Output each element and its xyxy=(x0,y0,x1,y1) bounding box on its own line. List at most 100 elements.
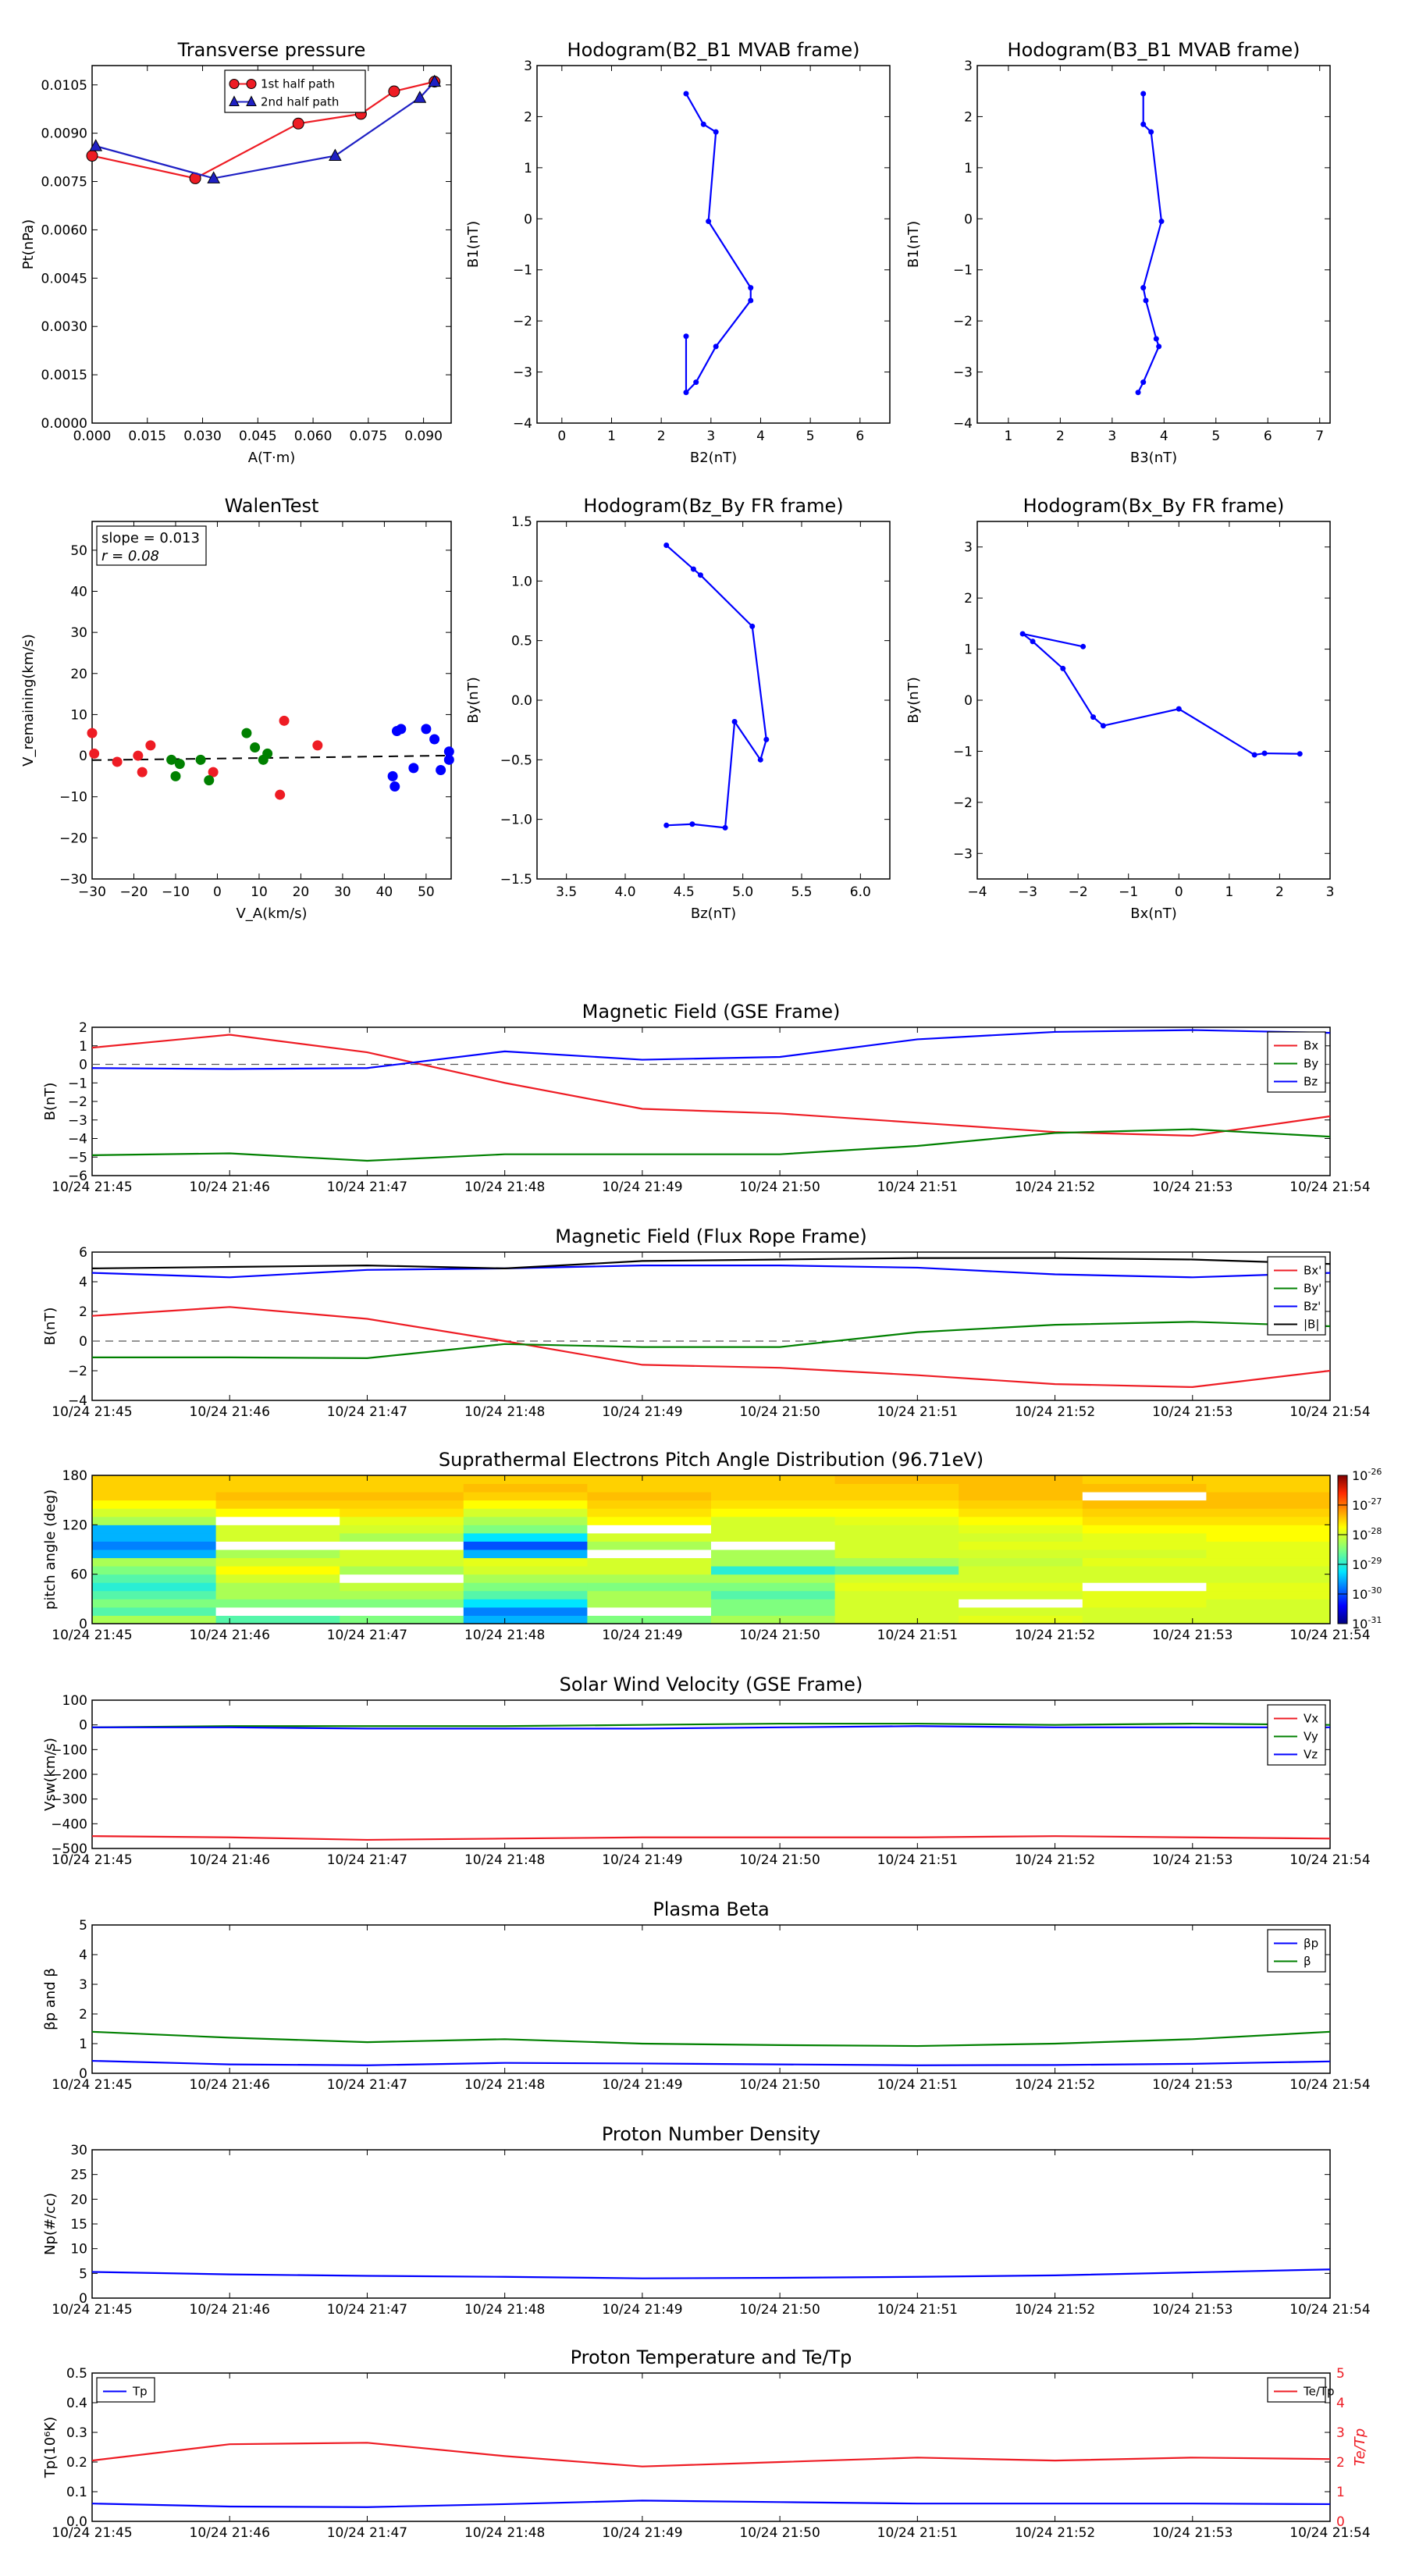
data-point xyxy=(693,379,699,386)
fit-line xyxy=(91,754,452,761)
data-point xyxy=(763,736,770,742)
chart-title: Proton Temperature and Te/Tp xyxy=(571,2347,852,2368)
x-tick-label: 10/24 21:49 xyxy=(602,1628,682,1643)
annotation-r: r = 0.08 xyxy=(101,548,159,564)
y-tick-label: 10 xyxy=(70,707,87,723)
heatmap-cell xyxy=(711,1541,836,1550)
panel-h4: Hodogram(Bx_By FR frame) −3 −2 −1 0 1 2 3 −4 −3 −2… xyxy=(905,495,1334,922)
scatter-point xyxy=(208,767,219,777)
heatmap-cell xyxy=(1206,1599,1331,1608)
y-tick-label: 0.2 xyxy=(66,2455,87,2471)
y-axis-label: Np(#/cc) xyxy=(42,2193,59,2255)
x-tick-label: 10/24 21:53 xyxy=(1152,2077,1232,2093)
y-tick-label: −10 xyxy=(59,790,87,806)
heatmap-cell xyxy=(834,1475,959,1485)
series-line-bx xyxy=(91,1306,1331,1389)
y-tick-label: 4 xyxy=(79,1275,87,1290)
scatter-point xyxy=(241,728,252,738)
y-tick-label: −3 xyxy=(513,365,532,381)
heatmap-cell xyxy=(834,1599,959,1608)
heatmap-cell xyxy=(463,1566,588,1575)
y-axis-label: By(nT) xyxy=(905,677,922,723)
data-point xyxy=(1297,751,1303,757)
heatmap-cell xyxy=(711,1557,836,1567)
heatmap-cell xyxy=(959,1615,1083,1624)
heatmap-cell xyxy=(587,1516,712,1525)
heatmap-cell xyxy=(834,1541,959,1550)
heatmap-cell xyxy=(587,1599,712,1608)
heatmap-cell xyxy=(1082,1532,1207,1542)
heatmap-cell xyxy=(587,1541,712,1550)
data-point xyxy=(749,623,756,629)
x-tick-label: 10/24 21:51 xyxy=(877,1404,958,1420)
data-point xyxy=(700,121,706,127)
panel-vsw: Solar Wind Velocity (GSE Frame) −500 −400 −… xyxy=(42,1674,1371,1868)
heatmap-cell xyxy=(1206,1615,1331,1624)
legend-label: 2nd half path xyxy=(261,95,339,109)
x-tick-label: 10/24 21:52 xyxy=(1015,1404,1095,1420)
y-tick-label: 0.0 xyxy=(66,2514,87,2530)
heatmap-cell xyxy=(587,1532,712,1542)
heatmap-cell xyxy=(834,1516,959,1525)
y-tick-label: −4 xyxy=(513,416,532,432)
x-tick-label: 10/24 21:48 xyxy=(464,1852,545,1868)
x-tick-label: 40 xyxy=(376,884,393,900)
legend-marker xyxy=(246,79,257,89)
heatmap-cell xyxy=(959,1492,1083,1501)
y-tick-label: −2 xyxy=(68,1364,87,1379)
series-line-0 xyxy=(685,93,752,395)
data-point xyxy=(1100,723,1106,729)
data-point xyxy=(663,543,670,549)
panel-tp: Transverse pressure 0.0000 0.0015 0.0030 0.0… xyxy=(20,39,452,466)
heatmap-cell xyxy=(1206,1606,1331,1616)
x-tick-label: 3.5 xyxy=(556,884,577,900)
heatmap-cell xyxy=(711,1500,836,1509)
x-tick-label: 0 xyxy=(1175,884,1183,900)
series-line-vx xyxy=(91,1835,1331,1841)
panel-mag_gse: Magnetic Field (GSE Frame) −6 −5 −4 −3 −2 −1 0 1… xyxy=(42,1001,1371,1195)
y-axis-label: B1(nT) xyxy=(905,221,922,268)
heatmap-cell xyxy=(1082,1508,1207,1517)
y-tick-label: 0 xyxy=(79,2066,87,2082)
chart-title: Suprathermal Electrons Pitch Angle Distr… xyxy=(439,1449,984,1471)
heatmap-cell xyxy=(340,1500,464,1509)
panel-h2: Hodogram(B3_B1 MVAB frame) −4 −3 −2 −1 0 1 2 3 1 2… xyxy=(905,39,1331,466)
scatter-point xyxy=(312,740,323,751)
heatmap-cell xyxy=(1206,1590,1331,1599)
colorbar-label: 10-29 xyxy=(1352,1556,1382,1572)
y-axis-label: βp and β xyxy=(42,1968,59,2030)
y-tick-label: 0 xyxy=(79,1334,87,1350)
panel-np: Proton Number Density 0 5 10 15 20 25 30 10/24 2… xyxy=(42,2123,1371,2318)
x-tick-label: 10/24 21:46 xyxy=(190,1179,270,1195)
heatmap-cell xyxy=(92,1615,217,1624)
heatmap-cell xyxy=(215,1557,340,1567)
heatmap-cell xyxy=(1206,1541,1331,1550)
x-tick-label: 10/24 21:50 xyxy=(739,1179,820,1195)
scatter-point xyxy=(421,724,432,735)
heatmap-cell xyxy=(92,1599,217,1608)
x-tick-label: 10/24 21:53 xyxy=(1152,2525,1232,2541)
x-tick-label: −1 xyxy=(1119,884,1138,900)
x-tick-label: 0 xyxy=(557,429,566,444)
scatter-point xyxy=(195,754,206,765)
x-tick-label: 10/24 21:45 xyxy=(52,1628,132,1643)
scatter-point xyxy=(133,750,144,761)
x-tick-label: 10/24 21:46 xyxy=(190,2302,270,2318)
heatmap-cell xyxy=(92,1532,217,1542)
x-tick-label: 0.030 xyxy=(183,429,222,444)
panel-mag_fr: Magnetic Field (Flux Rope Frame) −4 −2 0 2 4 6… xyxy=(42,1226,1371,1420)
chart-title: Solar Wind Velocity (GSE Frame) xyxy=(560,1674,863,1695)
y-tick-label: −3 xyxy=(68,1113,87,1129)
x-tick-label: 10/24 21:53 xyxy=(1152,1179,1232,1195)
legend-label: β xyxy=(1304,1955,1311,1969)
data-point xyxy=(1060,665,1066,671)
heatmap-cell xyxy=(711,1550,836,1559)
heatmap-cell xyxy=(463,1475,588,1485)
heatmap-cell xyxy=(215,1483,340,1493)
series-line-by xyxy=(91,1128,1331,1162)
annotation-slope: slope = 0.013 xyxy=(101,530,200,546)
x-tick-label: 0.015 xyxy=(128,429,166,444)
series-line-vz xyxy=(92,1725,1330,1730)
legend-box xyxy=(1267,2377,1326,2403)
x-tick-label: 2 xyxy=(657,429,666,444)
